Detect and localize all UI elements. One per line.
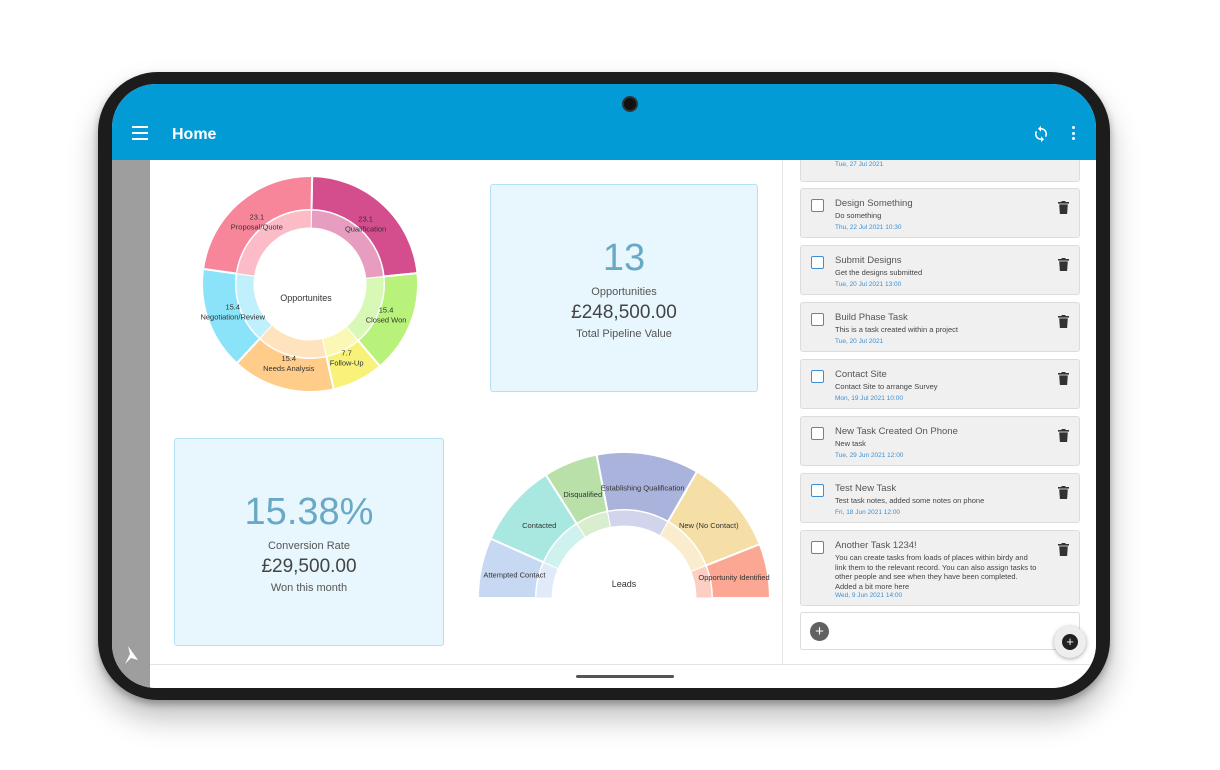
home-indicator[interactable] (576, 675, 674, 678)
won-value: £29,500.00 (261, 556, 357, 577)
segment-inner-opportunity-identified (690, 564, 713, 599)
task-checkbox[interactable] (811, 427, 824, 440)
panel-divider (782, 160, 783, 664)
task-date: Mon, 19 Jul 2021 10:00 (835, 395, 903, 402)
slice-value-label: 23.1 (250, 213, 265, 222)
task-item[interactable]: Test New Task Test task notes, added some… (800, 473, 1080, 523)
task-description: Do something (835, 211, 882, 220)
segment-label: Attempted Contact (483, 571, 546, 580)
task-date: Tue, 20 Jul 2021 13:00 (835, 281, 902, 288)
trash-icon[interactable] (1058, 201, 1069, 214)
task-title: Design Something (835, 198, 913, 209)
donut-hole (254, 228, 366, 340)
trash-icon[interactable] (1058, 258, 1069, 271)
trash-icon[interactable] (1058, 315, 1069, 328)
task-date: Tue, 29 Jun 2021 12:00 (835, 452, 904, 459)
opportunities-count: 13 (602, 237, 646, 279)
trash-icon[interactable] (1058, 429, 1069, 442)
trash-icon[interactable] (1058, 543, 1069, 556)
task-description: Test task notes, added some notes on pho… (835, 496, 985, 505)
task-checkbox[interactable] (811, 370, 824, 383)
segment-label: Disqualified (563, 490, 602, 499)
won-label: Won this month (270, 582, 348, 594)
task-description: New task (835, 439, 866, 448)
pipeline-value: £248,500.00 (571, 302, 677, 323)
slice-category-label: Qualification (345, 225, 386, 234)
conversion-label: Conversion Rate (268, 540, 350, 552)
pipeline-label: Total Pipeline Value (576, 328, 672, 340)
task-checkbox[interactable] (811, 313, 824, 326)
add-circle-icon: + (1062, 634, 1078, 650)
leads-center-label: Leads (612, 579, 637, 589)
app-bar: Home (112, 84, 1096, 160)
task-title: Another Task 1234! (835, 540, 917, 551)
task-date: Tue, 27 Jul 2021 (835, 161, 884, 168)
slice-value-label: 15.4 (281, 354, 296, 363)
segment-label: Opportunity Identified (698, 573, 769, 582)
task-item[interactable]: Build Phase Task This is a task created w… (800, 302, 1080, 352)
task-date: Thu, 22 Jul 2021 10:30 (835, 224, 902, 231)
slice-category-label: Needs Analysis (263, 364, 315, 373)
task-checkbox[interactable] (811, 484, 824, 497)
task-item-partial[interactable]: Tue, 27 Jul 2021 (800, 160, 1080, 182)
conversion-rate: 15.38% (244, 491, 374, 533)
tasks-panel: Tue, 27 Jul 2021 Design Something Do some… (783, 160, 1096, 664)
slice-value-label: 7.7 (341, 348, 351, 357)
task-description: Contact Site to arrange Survey (835, 382, 938, 391)
page-title: Home (172, 126, 217, 143)
task-title: Submit Designs (835, 255, 902, 266)
slice-category-label: Negotiation/Review (200, 313, 265, 322)
add-circle-icon[interactable]: + (810, 622, 829, 641)
slice-value-label: 15.4 (225, 303, 240, 312)
task-checkbox[interactable] (811, 256, 824, 269)
task-item[interactable]: New Task Created On Phone New task Tue, 29… (800, 416, 1080, 466)
task-title: Test New Task (835, 483, 897, 494)
opportunities-donut-chart: Opportunites 23.1Qualification15.4Closed… (200, 175, 419, 393)
opportunities-card: 13 Opportunities £248,500.00 Total Pipel… (490, 184, 758, 392)
leads-half-donut-chart: Leads Attempted Contact Contacted Disquali… (476, 451, 772, 599)
segment-label: New (No Contact) (679, 521, 739, 530)
sync-icon[interactable] (1032, 125, 1050, 143)
conversion-card: 15.38% Conversion Rate £29,500.00 Won th… (174, 438, 444, 646)
task-item[interactable]: Submit Designs Get the designs submitted T… (800, 245, 1080, 295)
task-checkbox[interactable] (811, 199, 824, 212)
slice-value-label: 23.1 (358, 215, 373, 224)
trash-icon[interactable] (1058, 372, 1069, 385)
bird-logo-icon (125, 646, 138, 664)
task-checkbox[interactable] (811, 541, 824, 554)
dashboard-content: Opportunites 23.1 Qualification 15.4 Closed… (150, 160, 782, 664)
slice-category-label: Follow-Up (330, 358, 364, 367)
add-task-fab[interactable]: + (1054, 626, 1086, 658)
task-description: You can create tasks from loads of place… (835, 553, 1037, 591)
task-description: Get the designs submitted (835, 268, 923, 277)
task-date: Fri, 18 Jun 2021 12:00 (835, 509, 901, 516)
more-vert-icon[interactable] (1068, 126, 1078, 142)
bottom-nav-bar (150, 664, 1096, 688)
segment-label: Establishing Qualification (601, 484, 685, 493)
task-description: This is a task created within a project (835, 325, 958, 334)
task-item[interactable]: Another Task 1234! You can create tasks f… (800, 530, 1080, 606)
side-rail (112, 160, 150, 688)
task-item[interactable]: Design Something Do something Thu, 22 Jul … (800, 188, 1080, 238)
slice-value-label: 15.4 (379, 306, 394, 315)
segment-label: Contacted (522, 521, 556, 530)
task-title: Contact Site (835, 369, 887, 380)
slice-category-label: Proposal/Quote (231, 223, 283, 232)
opportunities-label: Opportunities (591, 286, 657, 298)
camera-icon (622, 96, 638, 112)
trash-icon[interactable] (1058, 486, 1069, 499)
task-date: Wed, 9 Jun 2021 14:00 (835, 592, 903, 599)
task-item[interactable]: Contact Site Contact Site to arrange Surv… (800, 359, 1080, 409)
app-screen: Home Opportunites 23.1 Qualification 15.4 C… (112, 84, 1096, 688)
add-task-row[interactable]: + (800, 612, 1080, 650)
menu-icon[interactable] (132, 126, 148, 140)
task-title: New Task Created On Phone (835, 426, 958, 437)
task-title: Build Phase Task (835, 312, 908, 323)
slice-category-label: Closed Won (366, 316, 407, 325)
opportunities-center-label: Opportunites (280, 293, 332, 303)
tablet-device: Home Opportunites 23.1 Qualification 15.4 C… (98, 72, 1110, 700)
task-date: Tue, 20 Jul 2021 (835, 338, 884, 345)
